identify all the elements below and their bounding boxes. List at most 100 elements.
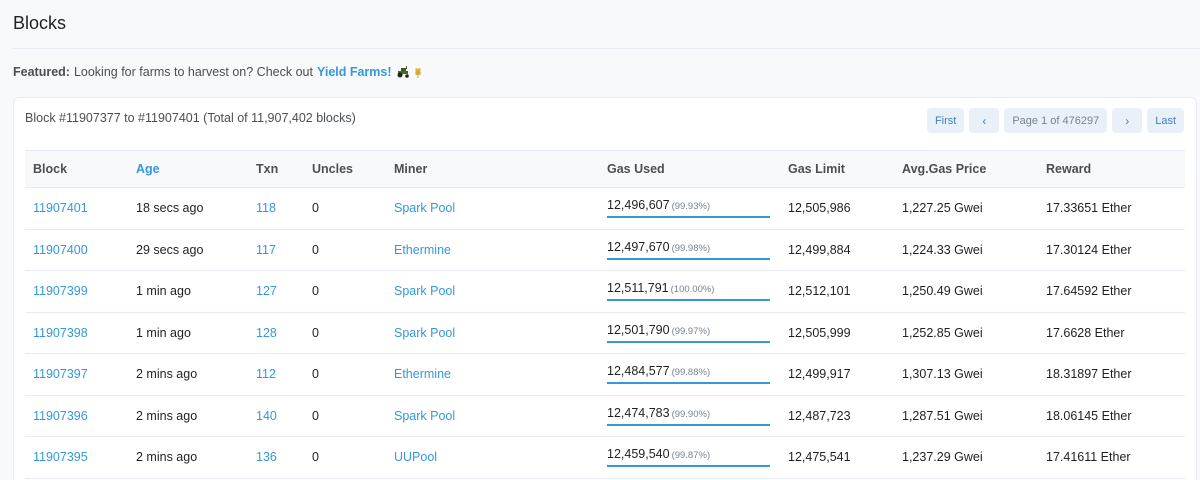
block-number-link[interactable]: 11907401 [33, 201, 88, 216]
table-row: 11907399 1 min ago 127 0 Spark Pool 12,511,79… [25, 270, 1185, 313]
header-block: Block [25, 150, 128, 188]
gas-used-bar [607, 340, 770, 343]
block-range-text: Block #11907377 to #11907401 (Total of 1… [25, 111, 356, 125]
block-cell: 11907396 [25, 395, 128, 437]
table-row: 11907395 2 mins ago 136 0 UUPool 12,459,540 (9… [25, 436, 1185, 479]
block-number-link[interactable]: 11907399 [33, 284, 88, 299]
last-page-button[interactable]: Last [1147, 108, 1184, 133]
block-cell: 11907395 [25, 436, 128, 479]
gas-used-wrap: 12,484,577 (99.88%) [607, 364, 770, 385]
miner-link[interactable]: UUPool [394, 450, 438, 465]
uncles-cell: 0 [304, 312, 386, 354]
uncles-cell: 0 [304, 270, 386, 313]
gas-used-bar [607, 299, 770, 302]
gas-limit-cell: 12,499,884 [780, 229, 894, 271]
prev-page-button[interactable]: ‹ [969, 108, 1000, 133]
txn-count-link[interactable]: 128 [256, 325, 277, 340]
age-cell: 2 mins ago [128, 353, 248, 396]
block-cell: 11907399 [25, 270, 128, 313]
txn-count-link[interactable]: 118 [256, 201, 276, 216]
gas-used-value: 12,497,670 [607, 239, 670, 254]
gas-used-bar-fill [607, 423, 770, 426]
header-txn: Txn [248, 150, 304, 188]
miner-link[interactable]: Spark Pool [394, 201, 456, 216]
reward-cell: 17.64592 Ether [1038, 270, 1185, 313]
reward-cell: 17.6628 Ether [1038, 312, 1185, 354]
uncles-cell: 0 [304, 436, 386, 479]
header-miner: Miner [386, 150, 599, 188]
gas-used-cell: 12,496,607 (99.93%) [599, 187, 780, 230]
age-cell: 29 secs ago [128, 229, 248, 271]
header-age[interactable]: Age [128, 150, 248, 188]
gas-used-percent: (99.98%) [671, 242, 711, 254]
wheat-icon [414, 68, 421, 78]
miner-link[interactable]: Spark Pool [394, 325, 456, 340]
blocks-table: Block Age Txn Uncles Miner Gas Used Gas … [25, 150, 1185, 479]
miner-cell: Spark Pool [386, 187, 599, 230]
gas-used-wrap: 12,511,791 (100.00%) [607, 281, 770, 302]
txn-cell: 127 [248, 270, 304, 313]
gas-used-percent: (100.00%) [670, 284, 715, 296]
gas-used-bar-fill [607, 299, 770, 302]
blocks-card: Block #11907377 to #11907401 (Total of 1… [13, 97, 1197, 480]
txn-count-link[interactable]: 112 [256, 367, 276, 382]
age-cell: 2 mins ago [128, 395, 248, 437]
yield-farms-link[interactable]: Yield Farms! [316, 65, 392, 79]
txn-count-link[interactable]: 136 [256, 450, 277, 465]
block-cell: 11907397 [25, 353, 128, 396]
age-cell: 2 mins ago [128, 436, 248, 479]
uncles-cell: 0 [304, 229, 386, 271]
block-number-link[interactable]: 11907397 [33, 367, 88, 382]
block-number-link[interactable]: 11907400 [33, 242, 88, 257]
txn-cell: 118 [248, 187, 304, 230]
next-page-button[interactable]: › [1112, 108, 1143, 133]
txn-cell: 136 [248, 436, 304, 479]
header-gas-used: Gas Used [599, 150, 780, 188]
table-row: 11907398 1 min ago 128 0 Spark Pool 12,501,79… [25, 312, 1185, 354]
age-cell: 1 min ago [128, 270, 248, 313]
uncles-cell: 0 [304, 187, 386, 230]
reward-cell: 17.41611 Ether [1038, 436, 1185, 479]
miner-link[interactable]: Ethermine [394, 367, 451, 382]
miner-cell: Spark Pool [386, 312, 599, 354]
page-title: Blocks [13, 13, 67, 33]
gas-limit-cell: 12,512,101 [780, 270, 894, 313]
gas-used-percent: (99.87%) [671, 450, 711, 462]
first-page-button[interactable]: First [926, 108, 965, 133]
miner-cell: Spark Pool [386, 270, 599, 313]
txn-count-link[interactable]: 127 [256, 284, 277, 299]
miner-link[interactable]: Spark Pool [394, 408, 456, 423]
gas-used-wrap: 12,459,540 (99.87%) [607, 447, 770, 468]
table-row: 11907401 18 secs ago 118 0 Spark Pool 12,496,… [25, 187, 1185, 230]
txn-cell: 140 [248, 395, 304, 437]
block-number-link[interactable]: 11907395 [33, 450, 88, 465]
avg-gas-price-cell: 1,287.51 Gwei [894, 395, 1038, 437]
reward-cell: 17.30124 Ether [1038, 229, 1185, 271]
featured-banner: Featured: Looking for farms to harvest o… [13, 65, 424, 79]
block-number-link[interactable]: 11907398 [33, 325, 88, 340]
reward-cell: 18.06145 Ether [1038, 395, 1185, 437]
miner-link[interactable]: Ethermine [394, 242, 451, 257]
gas-used-cell: 12,501,790 (99.97%) [599, 312, 780, 354]
block-cell: 11907400 [25, 229, 128, 271]
block-number-link[interactable]: 11907396 [33, 408, 88, 423]
txn-count-link[interactable]: 117 [256, 242, 276, 257]
block-cell: 11907401 [25, 187, 128, 230]
gas-used-cell: 12,511,791 (100.00%) [599, 270, 780, 313]
txn-cell: 128 [248, 312, 304, 354]
gas-used-wrap: 12,501,790 (99.97%) [607, 323, 770, 343]
table-row: 11907396 2 mins ago 140 0 Spark Pool 12,474,7… [25, 395, 1185, 437]
gas-used-bar [607, 465, 770, 468]
header-uncles: Uncles [304, 150, 386, 188]
gas-used-cell: 12,474,783 (99.90%) [599, 395, 780, 437]
txn-count-link[interactable]: 140 [256, 408, 277, 423]
gas-used-bar-fill [607, 465, 770, 468]
gas-used-value: 12,501,790 [607, 322, 670, 337]
table-row: 11907400 29 secs ago 117 0 Ethermine 12,497,6… [25, 229, 1185, 271]
gas-limit-cell: 12,505,986 [780, 187, 894, 230]
txn-cell: 112 [248, 353, 304, 396]
miner-cell: Ethermine [386, 353, 599, 396]
gas-limit-cell: 12,499,917 [780, 353, 894, 396]
miner-link[interactable]: Spark Pool [394, 284, 456, 299]
gas-used-percent: (99.97%) [671, 325, 711, 337]
